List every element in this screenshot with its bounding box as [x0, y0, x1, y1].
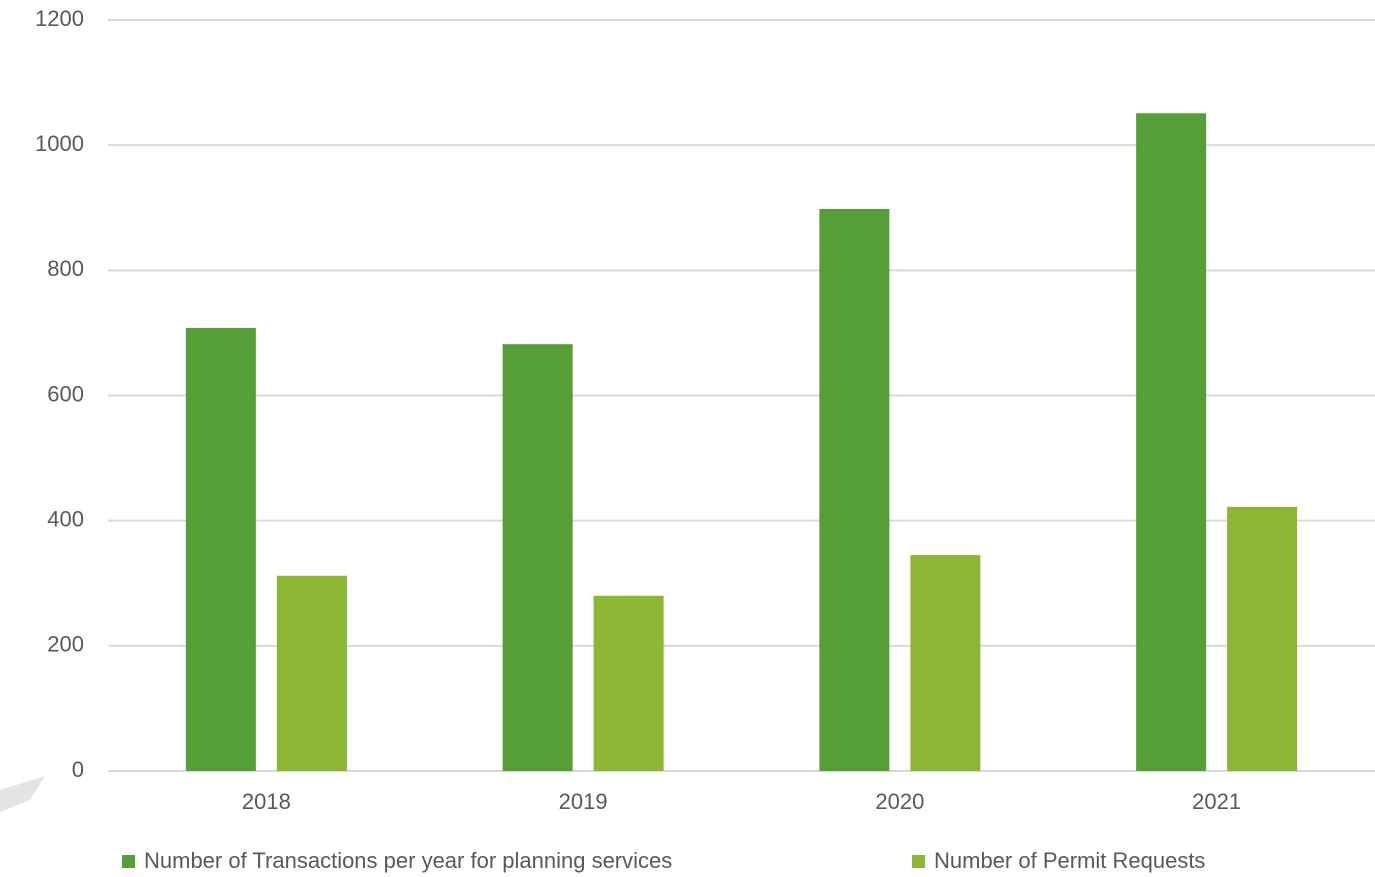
bar [185, 327, 256, 771]
legend-label: Number of Transactions per year for plan… [144, 848, 672, 873]
bar [1227, 506, 1298, 771]
x-tick-label: 2018 [242, 789, 291, 814]
bar [276, 575, 347, 771]
bar [1136, 113, 1207, 772]
y-tick-label: 1000 [35, 131, 84, 156]
legend-label: Number of Permit Requests [934, 848, 1205, 873]
y-tick-label: 1200 [35, 6, 84, 31]
y-tick-label: 600 [47, 381, 84, 406]
y-tick-label: 200 [47, 632, 84, 657]
legend-swatch [912, 855, 925, 868]
x-tick-label: 2019 [559, 789, 608, 814]
y-tick-label: 800 [47, 256, 84, 281]
legend-swatch [122, 855, 135, 868]
x-tick-label: 2021 [1192, 789, 1241, 814]
bar [819, 209, 890, 772]
x-tick-label: 2020 [875, 789, 924, 814]
bar [502, 344, 573, 771]
y-tick-label: 0 [72, 757, 84, 782]
decoration [0, 776, 45, 812]
y-tick-label: 400 [47, 506, 84, 531]
bar [593, 595, 664, 771]
bar [910, 555, 981, 771]
